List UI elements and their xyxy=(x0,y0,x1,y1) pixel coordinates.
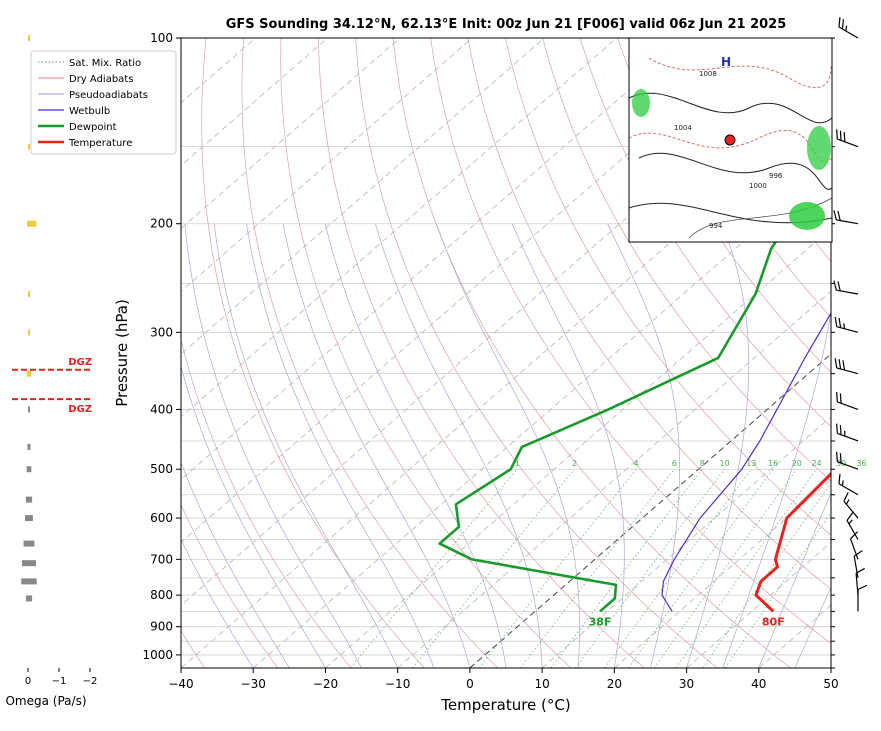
omega-bar xyxy=(25,515,33,521)
mixing-ratio-label: 4 xyxy=(634,459,639,468)
location-marker xyxy=(725,135,735,145)
legend-label: Dry Adiabats xyxy=(69,74,133,85)
mixing-ratio-label: 24 xyxy=(811,459,821,468)
legend-label: Sat. Mix. Ratio xyxy=(69,58,141,69)
x-tick-label: −20 xyxy=(313,677,338,691)
x-tick-label: 0 xyxy=(466,677,474,691)
legend-label: Wetbulb xyxy=(69,106,110,117)
x-tick-label: 20 xyxy=(607,677,622,691)
x-tick-label: 50 xyxy=(823,677,838,691)
dgz-label: DGZ xyxy=(68,357,92,368)
omega-bar xyxy=(24,541,35,547)
mixing-ratio-label: 16 xyxy=(768,459,778,468)
omega-bar xyxy=(27,466,32,472)
omega-bar xyxy=(28,406,30,412)
y-tick-label: 200 xyxy=(150,217,173,231)
mixing-ratio-label: 20 xyxy=(792,459,802,468)
map-contour-label: 1004 xyxy=(674,124,692,132)
map-precip xyxy=(789,202,825,230)
y-tick-label: 300 xyxy=(150,325,173,339)
y-axis-label: Pressure (hPa) xyxy=(113,299,131,407)
map-contour-label: 1008 xyxy=(699,70,717,78)
y-tick-label: 1000 xyxy=(142,648,173,662)
mixing-ratio-label: 8 xyxy=(700,459,705,468)
legend-label: Temperature xyxy=(68,138,132,149)
map-precip xyxy=(632,89,650,117)
y-tick-label: 900 xyxy=(150,620,173,634)
y-tick-label: 500 xyxy=(150,462,173,476)
omega-tick-label: −2 xyxy=(83,676,98,687)
omega-bar xyxy=(26,497,32,503)
omega-bar xyxy=(22,560,36,566)
mixing-ratio-label: 2 xyxy=(572,459,577,468)
map-precip xyxy=(807,126,831,170)
y-tick-label: 100 xyxy=(150,31,173,45)
x-tick-label: −40 xyxy=(168,677,193,691)
omega-bar xyxy=(26,595,32,601)
y-tick-label: 700 xyxy=(150,552,173,566)
surface-temp-label: 80F xyxy=(762,615,785,628)
x-tick-label: −30 xyxy=(241,677,266,691)
omega-tick-label: 0 xyxy=(25,676,31,687)
y-tick-label: 800 xyxy=(150,588,173,602)
omega-axis-label: Omega (Pa/s) xyxy=(5,694,86,708)
x-tick-label: 40 xyxy=(751,677,766,691)
omega-bar xyxy=(28,291,30,297)
chart-title: GFS Sounding 34.12°N, 62.13°E Init: 00z … xyxy=(226,17,787,32)
omega-tick-label: −1 xyxy=(52,676,67,687)
omega-bar xyxy=(28,144,30,150)
mixing-ratio-label: 13 xyxy=(746,459,756,468)
y-tick-label: 400 xyxy=(150,402,173,416)
legend-label: Dewpoint xyxy=(69,122,117,133)
dgz-label: DGZ xyxy=(68,404,92,415)
map-contour-label: 1000 xyxy=(749,182,767,190)
mixing-ratio-label: 10 xyxy=(719,459,729,468)
x-tick-label: −10 xyxy=(385,677,410,691)
mixing-ratio-label: 1 xyxy=(515,459,520,468)
omega-bar xyxy=(27,371,32,377)
legend-label: Pseudoadiabats xyxy=(69,90,148,101)
x-tick-label: 10 xyxy=(534,677,549,691)
omega-bar xyxy=(27,221,36,227)
map-high-label: H xyxy=(721,55,731,69)
legend: Sat. Mix. Ratio Dry Adiabats Pseudoadiabat… xyxy=(31,51,176,154)
map-contour-label: 994 xyxy=(709,222,723,230)
omega-bar xyxy=(28,329,30,335)
surface-dewpoint-label: 38F xyxy=(589,615,612,628)
mixing-ratio-label: 36 xyxy=(856,459,866,468)
omega-bar xyxy=(28,35,30,41)
mixing-ratio-label: 6 xyxy=(672,459,677,468)
x-axis-label: Temperature (°C) xyxy=(440,696,570,714)
map-contour-label: 996 xyxy=(769,172,783,180)
y-tick-label: 600 xyxy=(150,511,173,525)
x-tick-label: 30 xyxy=(679,677,694,691)
omega-bar xyxy=(27,444,30,450)
omega-bar xyxy=(21,578,37,584)
